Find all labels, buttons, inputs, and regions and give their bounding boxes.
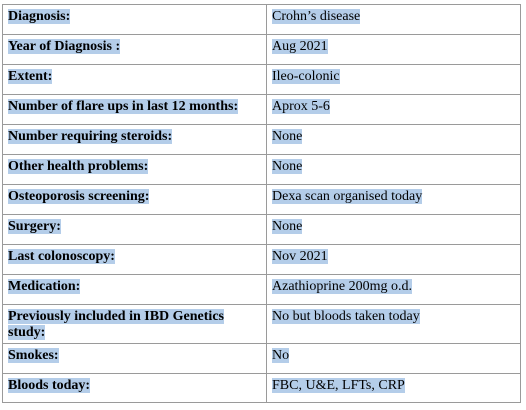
row-value-cell: Nov 2021 xyxy=(266,244,521,275)
table-row: Extent: Ileo-colonic xyxy=(2,64,521,95)
ibd-genetics-study-label: Previously included in IBD Genetics stud… xyxy=(8,309,224,340)
extent-label: Extent: xyxy=(8,69,53,84)
row-label-cell: Year of Diagnosis : xyxy=(2,34,267,65)
row-value-cell: Aprox 5-6 xyxy=(266,94,521,125)
row-value-cell: FBC, U&E, LFTs, CRP xyxy=(266,373,521,403)
last-colonoscopy-value: Nov 2021 xyxy=(272,249,328,264)
row-label-cell: Number of flare ups in last 12 months: xyxy=(2,94,267,125)
surgery-value: None xyxy=(272,219,303,234)
row-label-cell: Surgery: xyxy=(2,214,267,245)
patient-summary-table: Diagnosis: Crohn’s disease Year of Diagn… xyxy=(2,4,521,403)
other-health-problems-label: Other health problems: xyxy=(8,159,149,174)
row-label-cell: Medication: xyxy=(2,274,267,305)
medication-label: Medication: xyxy=(8,279,81,294)
row-value-cell: Azathioprine 200mg o.d. xyxy=(266,274,521,305)
table-row: Surgery: None xyxy=(2,214,521,245)
table-row: Medication: Azathioprine 200mg o.d. xyxy=(2,274,521,305)
row-label-cell: Smokes: xyxy=(2,343,267,374)
table-row: Osteoporosis screening: Dexa scan organi… xyxy=(2,184,521,215)
extent-value: Ileo-colonic xyxy=(272,69,340,84)
other-health-problems-value: None xyxy=(272,159,303,174)
last-colonoscopy-label: Last colonoscopy: xyxy=(8,249,115,264)
row-value-cell: Ileo-colonic xyxy=(266,64,521,95)
bloods-today-value: FBC, U&E, LFTs, CRP xyxy=(272,378,405,393)
table-row: Diagnosis: Crohn’s disease xyxy=(2,4,521,35)
row-label-cell: Number requiring steroids: xyxy=(2,124,267,155)
surgery-label: Surgery: xyxy=(8,219,61,234)
row-value-cell: None xyxy=(266,124,521,155)
table-row: Smokes: No xyxy=(2,343,521,374)
smokes-value: No xyxy=(272,348,290,363)
row-label-cell: Previously included in IBD Genetics stud… xyxy=(2,304,267,344)
row-value-cell: Crohn’s disease xyxy=(266,4,521,35)
row-label-cell: Bloods today: xyxy=(2,373,267,403)
row-value-cell: Dexa scan organised today xyxy=(266,184,521,215)
row-value-cell: None xyxy=(266,154,521,185)
row-label-cell: Diagnosis: xyxy=(2,4,267,35)
row-value-cell: No but bloods taken today xyxy=(266,304,521,344)
table-row: Other health problems: None xyxy=(2,154,521,185)
year-of-diagnosis-label: Year of Diagnosis : xyxy=(8,39,121,54)
row-value-cell: Aug 2021 xyxy=(266,34,521,65)
row-label-cell: Osteoporosis screening: xyxy=(2,184,267,215)
table-row: Bloods today: FBC, U&E, LFTs, CRP xyxy=(2,373,521,403)
table-row: Number of flare ups in last 12 months: A… xyxy=(2,94,521,125)
row-label-cell: Extent: xyxy=(2,64,267,95)
table-row: Last colonoscopy: Nov 2021 xyxy=(2,244,521,275)
osteoporosis-screening-value: Dexa scan organised today xyxy=(272,189,423,204)
flare-ups-value: Aprox 5-6 xyxy=(272,99,330,114)
flare-ups-label: Number of flare ups in last 12 months: xyxy=(8,99,239,114)
bloods-today-label: Bloods today: xyxy=(8,378,91,393)
steroids-value: None xyxy=(272,129,303,144)
year-of-diagnosis-value: Aug 2021 xyxy=(272,39,328,54)
table-row: Previously included in IBD Genetics stud… xyxy=(2,304,521,344)
steroids-label: Number requiring steroids: xyxy=(8,129,173,144)
diagnosis-value: Crohn’s disease xyxy=(272,9,361,24)
medication-value: Azathioprine 200mg o.d. xyxy=(272,279,412,294)
diagnosis-label: Diagnosis: xyxy=(8,9,71,24)
row-value-cell: No xyxy=(266,343,521,374)
smokes-label: Smokes: xyxy=(8,348,59,363)
osteoporosis-screening-label: Osteoporosis screening: xyxy=(8,189,150,204)
table-row: Year of Diagnosis : Aug 2021 xyxy=(2,34,521,65)
row-label-cell: Last colonoscopy: xyxy=(2,244,267,275)
row-value-cell: None xyxy=(266,214,521,245)
row-label-cell: Other health problems: xyxy=(2,154,267,185)
table-row: Number requiring steroids: None xyxy=(2,124,521,155)
ibd-genetics-study-value: No but bloods taken today xyxy=(272,309,420,324)
